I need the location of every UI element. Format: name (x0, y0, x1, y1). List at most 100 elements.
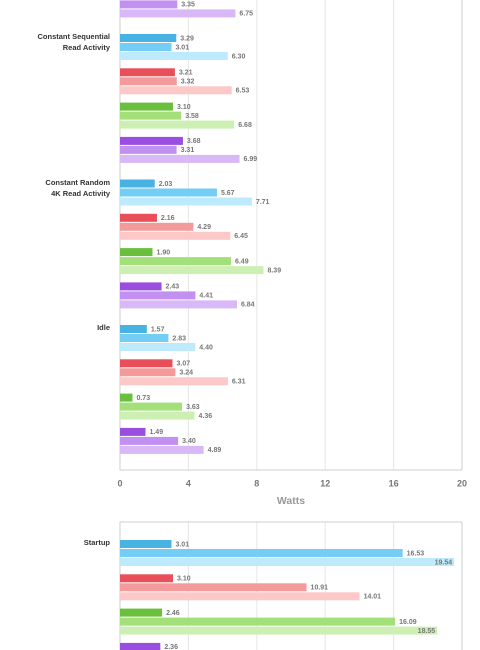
bar (120, 86, 232, 95)
bar (120, 540, 172, 548)
bar (120, 197, 252, 206)
value-label: 2.36 (164, 644, 178, 650)
bar (120, 368, 176, 377)
x-tick-label: 20 (457, 478, 467, 488)
bar (120, 558, 455, 566)
value-label: 2.46 (166, 610, 180, 617)
bar (120, 300, 237, 309)
bar (120, 0, 178, 9)
value-label: 3.68 (187, 138, 201, 145)
value-label: 6.75 (239, 11, 253, 18)
value-label: 10.91 (311, 585, 329, 592)
x-tick-label: 4 (186, 478, 191, 488)
bar (120, 9, 236, 18)
bar (120, 136, 183, 145)
value-label: 3.29 (180, 35, 194, 42)
value-label: 3.24 (179, 370, 193, 377)
value-label: 6.68 (238, 122, 252, 129)
value-label: 3.31 (181, 147, 195, 154)
value-label: 8.39 (267, 267, 281, 274)
value-label: 7.71 (256, 199, 270, 206)
bar (120, 291, 196, 300)
value-label: 3.58 (185, 113, 199, 120)
x-tick-label: 0 (117, 478, 122, 488)
value-label: 6.99 (244, 156, 258, 163)
value-label: 4.89 (208, 447, 222, 454)
value-label: 4.36 (199, 413, 213, 420)
bar (120, 120, 235, 129)
bar (120, 102, 174, 111)
value-label: 1.49 (149, 429, 163, 436)
bar (120, 231, 231, 240)
bar (120, 445, 204, 454)
value-label: 6.84 (241, 302, 255, 309)
bar (120, 617, 396, 626)
value-label: 4.29 (197, 224, 211, 231)
bar (120, 111, 182, 120)
value-label: 3.21 (179, 70, 193, 77)
category-label: Startup (83, 538, 110, 547)
value-label: 1.90 (156, 249, 170, 256)
bar (120, 34, 177, 42)
bar (120, 266, 264, 275)
bar (120, 222, 194, 231)
value-label: 16.53 (407, 550, 425, 557)
bar (120, 248, 153, 257)
value-label: 18.55 (418, 628, 436, 635)
bar (120, 359, 173, 368)
bar (120, 188, 217, 197)
bar (120, 411, 195, 420)
bar (120, 393, 133, 402)
category-label: Constant Random 4K Read Activity (45, 177, 110, 198)
value-label: 2.03 (159, 181, 173, 188)
value-label: 6.53 (236, 88, 250, 95)
bar (120, 402, 183, 411)
bar (120, 608, 163, 617)
x-tick-label: 12 (320, 478, 330, 488)
value-label: 19.54 (435, 559, 453, 566)
value-label: 4.40 (199, 344, 213, 351)
bar (120, 642, 161, 650)
bar (120, 574, 174, 583)
value-label: 3.32 (181, 79, 195, 86)
bar (120, 549, 403, 557)
bar (120, 334, 169, 342)
category-label: Idle (97, 323, 110, 332)
value-label: 6.49 (235, 258, 249, 265)
value-label: 3.35 (181, 2, 195, 9)
value-label: 0.73 (136, 395, 150, 402)
value-label: 3.01 (175, 44, 189, 51)
bar (120, 154, 240, 163)
bar (120, 282, 162, 291)
bar (120, 343, 196, 351)
bar (120, 213, 157, 222)
bar (120, 626, 438, 635)
value-label: 1.57 (151, 326, 165, 333)
value-label: 3.01 (175, 541, 189, 548)
value-label: 6.31 (232, 379, 246, 386)
bar (120, 436, 179, 445)
bar (120, 179, 155, 188)
value-label: 6.30 (232, 53, 246, 60)
bar (120, 592, 360, 601)
value-label: 3.07 (176, 361, 190, 368)
value-label: 2.83 (172, 335, 186, 342)
value-label: 3.10 (177, 576, 191, 583)
value-label: 3.40 (182, 438, 196, 445)
x-tick-label: 8 (254, 478, 259, 488)
bar (120, 52, 228, 60)
bar (120, 68, 175, 77)
value-label: 6.45 (234, 233, 248, 240)
value-label: 3.63 (186, 404, 200, 411)
value-label: 2.43 (166, 284, 180, 291)
bar (120, 377, 228, 386)
value-label: 14.01 (364, 594, 382, 601)
x-axis-label: Watts (277, 495, 305, 507)
value-label: 3.10 (177, 104, 191, 111)
bar (120, 145, 177, 154)
bar (120, 77, 177, 86)
category-label: Constant Sequential Read Activity (37, 32, 110, 52)
bar (120, 257, 231, 266)
